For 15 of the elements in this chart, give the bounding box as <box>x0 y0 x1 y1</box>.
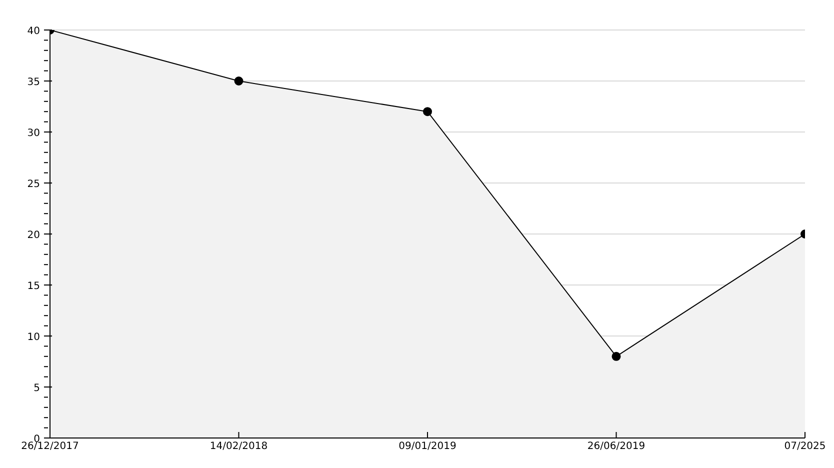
point <box>234 76 244 86</box>
y-tick-label: 15 <box>27 281 40 292</box>
x-tick-label: 14/02/2018 <box>210 441 268 452</box>
y-tick-label: 40 <box>27 26 40 37</box>
x-tick-label: 26/06/2019 <box>587 441 646 452</box>
y-tick-label: 25 <box>27 179 40 190</box>
y-tick-label: 35 <box>27 77 40 88</box>
point <box>612 352 621 361</box>
y-tick-label: 10 <box>27 332 40 343</box>
point <box>423 107 432 116</box>
y-tick-label: 5 <box>34 383 40 394</box>
y-tick-label: 30 <box>27 128 40 139</box>
y-tick-label: 20 <box>27 230 40 241</box>
x-tick-label: 09/01/2019 <box>398 441 456 452</box>
x-tick-label: 07/2025 <box>784 441 826 452</box>
